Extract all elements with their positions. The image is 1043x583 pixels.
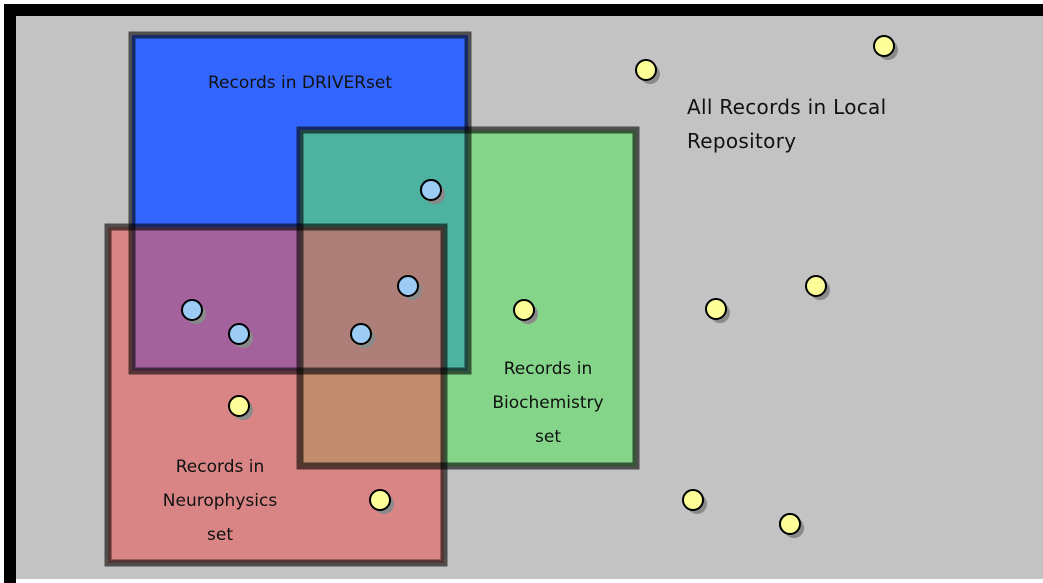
local-repository-label-line-2: Repository — [687, 129, 797, 153]
yellow-record-1-dot — [635, 59, 657, 81]
yellow-record-6 — [228, 395, 253, 420]
outer-frame-left — [4, 4, 16, 583]
biochemistry-set-label-line-1: Records in — [503, 359, 593, 379]
blue-record-5-dot — [350, 323, 372, 345]
yellow-record-4-dot — [705, 298, 727, 320]
blue-record-2-dot — [397, 275, 419, 297]
outer-frame-top — [4, 4, 1043, 16]
yellow-record-3 — [805, 275, 830, 300]
biochemistry-set-box-border — [296, 126, 640, 470]
biochemistry-set-label-line-2: Biochemistry — [492, 393, 604, 413]
yellow-record-10 — [779, 513, 804, 538]
neurophysics-set-label-line-1: Records in — [175, 457, 265, 477]
biochemistry-set-label-line-3: set — [535, 427, 561, 447]
yellow-record-1 — [635, 59, 660, 84]
blue-record-2 — [397, 275, 422, 300]
yellow-record-5 — [513, 299, 538, 324]
neurophysics-set-box-border — [104, 223, 448, 567]
yellow-record-6-dot — [228, 395, 250, 417]
yellow-record-8 — [682, 489, 707, 514]
biochemistry-set-label: Records in Biochemistry set — [470, 352, 626, 454]
neurophysics-set-label-line-3: set — [207, 525, 233, 545]
blue-record-3-dot — [181, 299, 203, 321]
blue-record-6 — [420, 179, 445, 204]
yellow-record-5-dot — [513, 299, 535, 321]
yellow-record-4 — [705, 298, 730, 323]
blue-record-4 — [228, 323, 253, 348]
yellow-record-10-dot — [779, 513, 801, 535]
local-repository-label-line-1: All Records in Local — [687, 95, 887, 119]
driver-set-label: Records in DRIVERset — [150, 66, 450, 100]
yellow-record-7-dot — [369, 489, 391, 511]
driver-set-label-line: Records in DRIVERset — [208, 73, 392, 93]
neurophysics-set-label-line-2: Neurophysics — [162, 491, 278, 511]
yellow-record-3-dot — [805, 275, 827, 297]
yellow-record-2 — [873, 35, 898, 60]
yellow-record-2-dot — [873, 35, 895, 57]
blue-record-4-dot — [228, 323, 250, 345]
yellow-record-8-dot — [682, 489, 704, 511]
blue-record-3 — [181, 299, 206, 324]
blue-record-5 — [350, 323, 375, 348]
blue-record-6-dot — [420, 179, 442, 201]
neurophysics-set-label: Records in Neurophysics set — [120, 450, 320, 552]
yellow-record-7 — [369, 489, 394, 514]
local-repository-label: All Records in Local Repository — [687, 90, 886, 158]
